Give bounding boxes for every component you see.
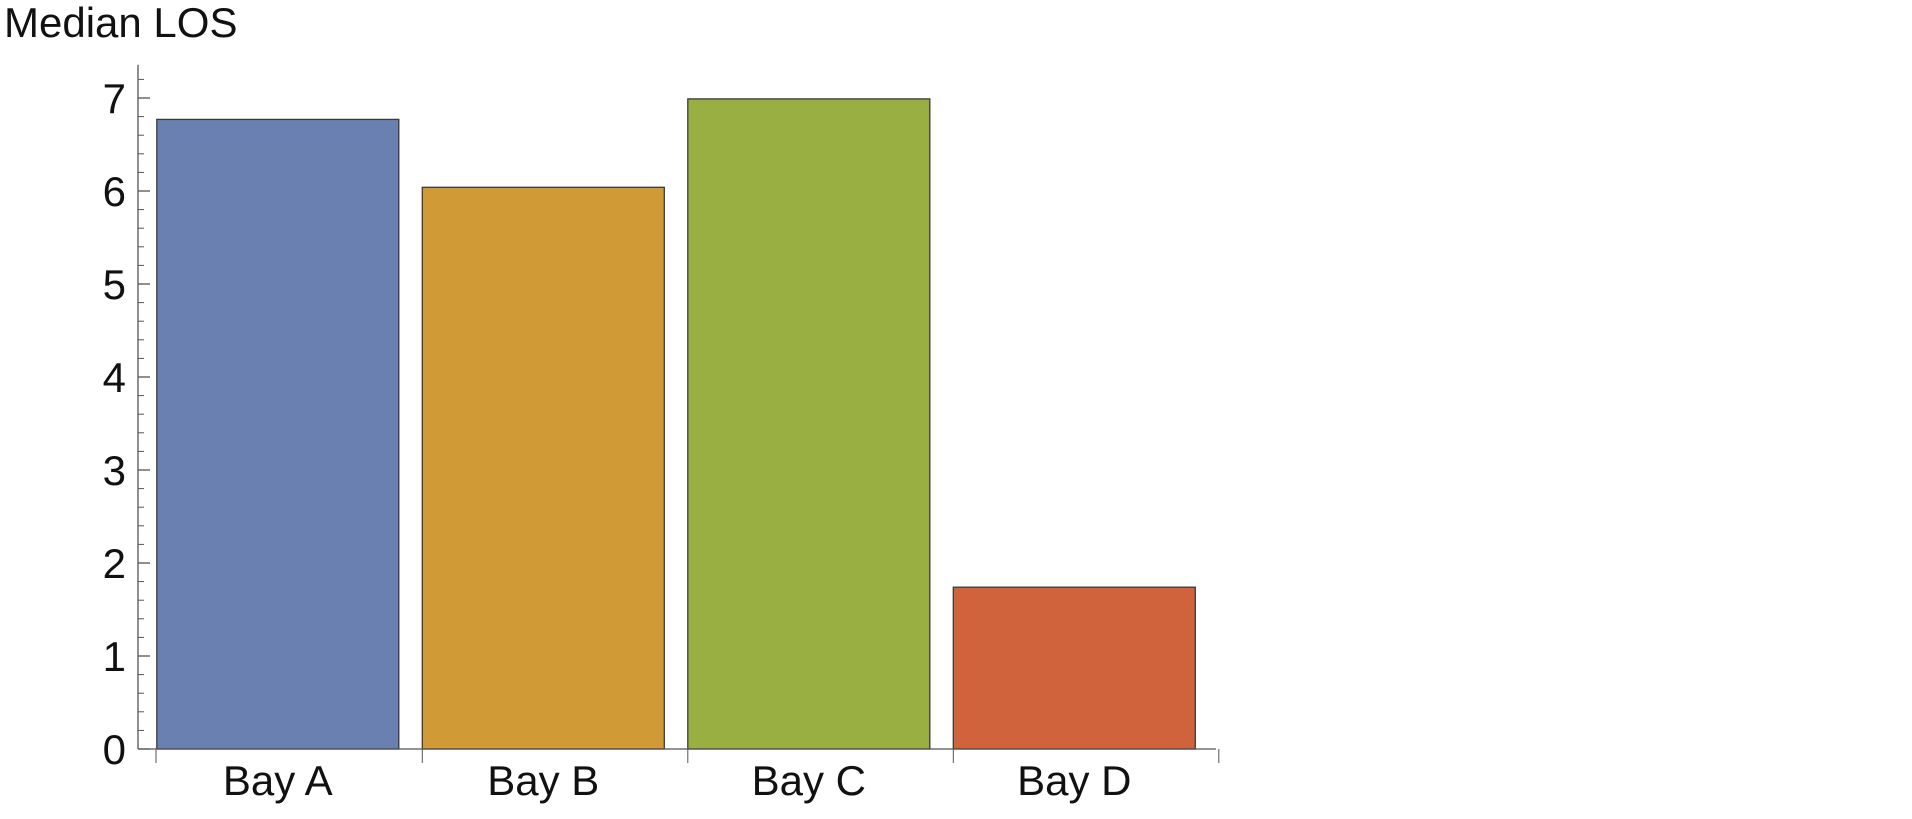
x-tick-label: Bay D	[1017, 757, 1131, 804]
y-tick-label: 0	[103, 726, 126, 773]
bar-bay-d	[952, 586, 1196, 750]
y-tick-label: 4	[103, 354, 126, 401]
bar-bay-b	[421, 186, 665, 750]
y-tick-label: 7	[103, 75, 126, 122]
bars-group	[156, 98, 1196, 750]
axes-group: 0 1 2 3 4 5 6 7 Bay A Bay B Bay C Bay D	[103, 64, 1220, 804]
bar-bay-c	[687, 98, 931, 750]
bar-bay-a	[156, 118, 400, 750]
y-tick-label: 5	[103, 261, 126, 308]
y-tick-label: 2	[103, 540, 126, 587]
y-tick-label: 3	[103, 447, 126, 494]
x-tick-label: Bay C	[752, 757, 866, 804]
y-tick-label: 1	[103, 633, 126, 680]
x-tick-label: Bay A	[223, 757, 333, 804]
x-tick-label: Bay B	[487, 757, 599, 804]
y-tick-label: 6	[103, 168, 126, 215]
y-axis-label: Median LOS	[4, 0, 237, 46]
